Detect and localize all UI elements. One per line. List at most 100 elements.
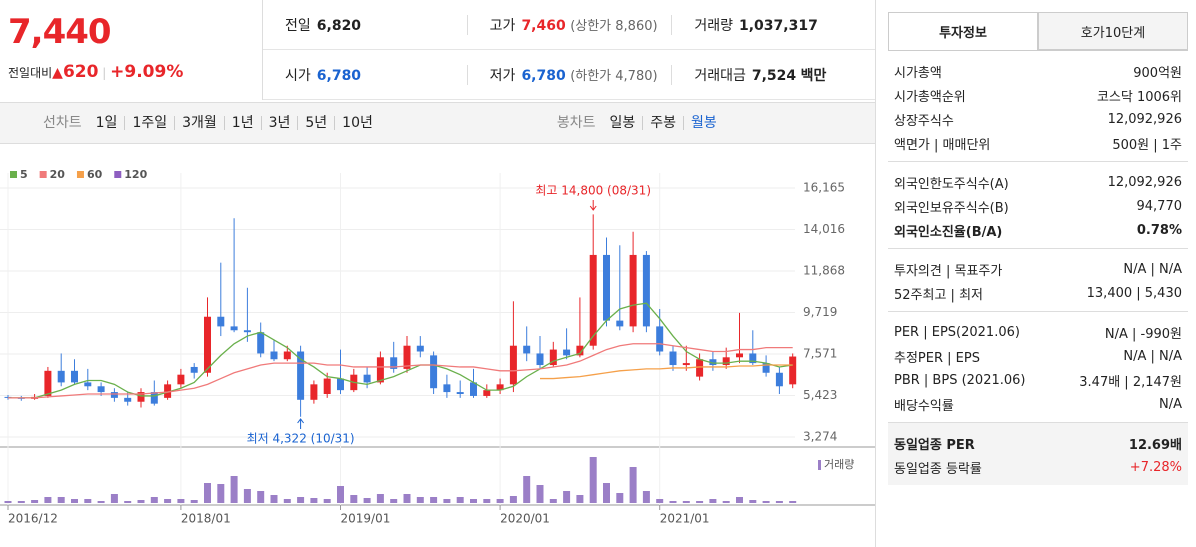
candle-body bbox=[44, 370, 52, 396]
candle-body bbox=[390, 357, 398, 369]
candle-body bbox=[656, 326, 664, 352]
summary-cell: 저가 6,780 (하한가 4,780) bbox=[466, 64, 672, 85]
y-tick-label: 3,274 bbox=[803, 430, 837, 444]
annotation: 최저 4,322 (10/31) bbox=[247, 432, 355, 446]
info-row: 동일업종 PER 12.69배 bbox=[894, 431, 1182, 455]
y-tick-label: 7,571 bbox=[803, 347, 837, 361]
candle-body bbox=[496, 384, 504, 391]
info-label: 액면가 | 매매단위 bbox=[894, 137, 991, 153]
info-value: 12,092,926 bbox=[1107, 174, 1182, 190]
info-row: 외국인보유주식수(B) 94,770 bbox=[894, 194, 1182, 218]
info-row: 배당수익률 N/A bbox=[894, 392, 1182, 416]
info-group: 시가총액 900억원 시가총액순위 코스닥 1006위 상장주식수 12,092,926 액… bbox=[888, 51, 1188, 162]
volume-bar bbox=[403, 494, 411, 503]
volume-bar bbox=[337, 486, 344, 503]
volume-bar bbox=[536, 485, 544, 503]
summary-label: 시가 bbox=[285, 67, 311, 84]
summary-value: 7,524 bbox=[751, 67, 797, 84]
candle-body bbox=[257, 332, 265, 354]
info-value: +7.28% bbox=[1129, 459, 1182, 475]
annotation: 최고 14,800 (08/31) bbox=[535, 184, 651, 198]
volume-bar bbox=[243, 489, 251, 503]
candle-body bbox=[789, 356, 797, 385]
candle-body bbox=[204, 316, 211, 373]
info-label: 투자의견 | 목표주가 bbox=[894, 263, 1003, 279]
volume-bar bbox=[150, 497, 158, 503]
candle-body bbox=[337, 378, 344, 391]
volume-bar bbox=[97, 501, 105, 503]
candle-body bbox=[483, 390, 491, 396]
period-button[interactable]: 5년 bbox=[297, 116, 334, 130]
summary-label: 저가 bbox=[489, 67, 516, 84]
candle-body bbox=[57, 370, 65, 383]
period-button[interactable]: 1일 bbox=[95, 115, 118, 131]
period-button[interactable]: 10년 bbox=[334, 116, 380, 130]
price: 7,440 bbox=[8, 12, 112, 52]
change-pct: +9.09% bbox=[110, 62, 184, 82]
summary-value: 1,037,317 bbox=[738, 17, 818, 34]
info-value: 0.78% bbox=[1136, 222, 1182, 238]
volume-bar bbox=[523, 476, 531, 503]
info-label: PBR | BPS (2021.06) bbox=[894, 372, 1026, 388]
info-row: PBR | BPS (2021.06) 3.47배 | 2,147원 bbox=[894, 368, 1182, 392]
info-group: 외국인한도주식수(A) 12,092,926 외국인보유주식수(B) 94,770 외국… bbox=[888, 162, 1188, 249]
volume-bar bbox=[190, 500, 198, 503]
ma-line bbox=[8, 302, 793, 399]
toolbar: 선차트 1일 1주일 3개월 1년 3년 5년 10년 봉차트 일봉 주봉 월봉 bbox=[0, 102, 875, 144]
change: 전일대비▲620 | +9.09% bbox=[8, 62, 184, 82]
candle-body bbox=[576, 345, 584, 356]
period-button[interactable]: 3개월 bbox=[174, 116, 224, 130]
volume-bar bbox=[350, 495, 358, 503]
volume-bar bbox=[257, 491, 265, 503]
period-button[interactable]: 1년 bbox=[223, 116, 261, 130]
info-label: 상장주식수 bbox=[894, 113, 954, 129]
candle-body bbox=[177, 374, 185, 385]
info-value: 13,400 | 5,430 bbox=[1086, 285, 1182, 301]
candle-body bbox=[536, 353, 544, 366]
info-value: 900억원 bbox=[1133, 65, 1182, 81]
candle-body bbox=[589, 254, 597, 346]
period-button[interactable]: 1주일 bbox=[124, 116, 174, 130]
period-button[interactable]: 주봉 bbox=[642, 116, 683, 130]
period-button[interactable]: 일봉 bbox=[609, 115, 636, 131]
volume-bar bbox=[363, 498, 371, 503]
candle-body bbox=[376, 357, 384, 383]
volume-bar bbox=[71, 499, 78, 503]
volume-bar bbox=[576, 495, 584, 503]
info-row: PER | EPS(2021.06) N/A | -990원 bbox=[894, 320, 1182, 344]
tabs: 투자정보 호가10단계 bbox=[888, 12, 1188, 51]
tab[interactable]: 투자정보 bbox=[888, 12, 1038, 50]
volume-bar bbox=[563, 491, 571, 503]
volume-bar bbox=[709, 499, 717, 503]
info-group: PER | EPS(2021.06) N/A | -990원 추정PER | EPS… bbox=[888, 312, 1188, 423]
chart: 16,165 14,016 11,868 9,719 7,571 5,423 3,274 20… bbox=[0, 143, 876, 547]
info-value: N/A bbox=[1159, 396, 1182, 412]
volume-bar bbox=[443, 499, 451, 503]
candle-body bbox=[709, 359, 717, 366]
info-row: 시가총액 900억원 bbox=[894, 59, 1182, 83]
candle-body bbox=[110, 392, 118, 398]
summary-unit: 백만 bbox=[800, 67, 827, 84]
volume-bar bbox=[656, 499, 664, 503]
info-row: 동일업종 등락률 +7.28% bbox=[894, 455, 1182, 479]
candle-body bbox=[416, 345, 424, 352]
info-row: 시가총액순위 코스닥 1006위 bbox=[894, 83, 1182, 107]
candle-body bbox=[682, 363, 690, 366]
candle-body bbox=[310, 384, 318, 400]
info-row: 액면가 | 매매단위 500원 | 1주 bbox=[894, 131, 1182, 155]
period-button[interactable]: 3년 bbox=[260, 116, 298, 130]
volume-bar bbox=[283, 499, 291, 503]
info-value: 12.69배 bbox=[1128, 437, 1182, 453]
volume-bar bbox=[110, 494, 118, 503]
annotation-arrow bbox=[589, 200, 597, 211]
info-label: 시가총액 bbox=[894, 65, 942, 81]
period-button[interactable]: 월봉 bbox=[683, 116, 724, 130]
volume-legend-swatch bbox=[818, 460, 821, 470]
info-group: 동일업종 PER 12.69배 동일업종 등락률 +7.28% bbox=[888, 423, 1188, 485]
tab[interactable]: 호가10단계 bbox=[1038, 12, 1188, 50]
info-group: 투자의견 | 목표주가 N/A | N/A 52주최고 | 최저 13,400 | 5… bbox=[888, 249, 1188, 312]
info-label: 시가총액순위 bbox=[894, 89, 966, 105]
candle-body bbox=[470, 382, 477, 396]
